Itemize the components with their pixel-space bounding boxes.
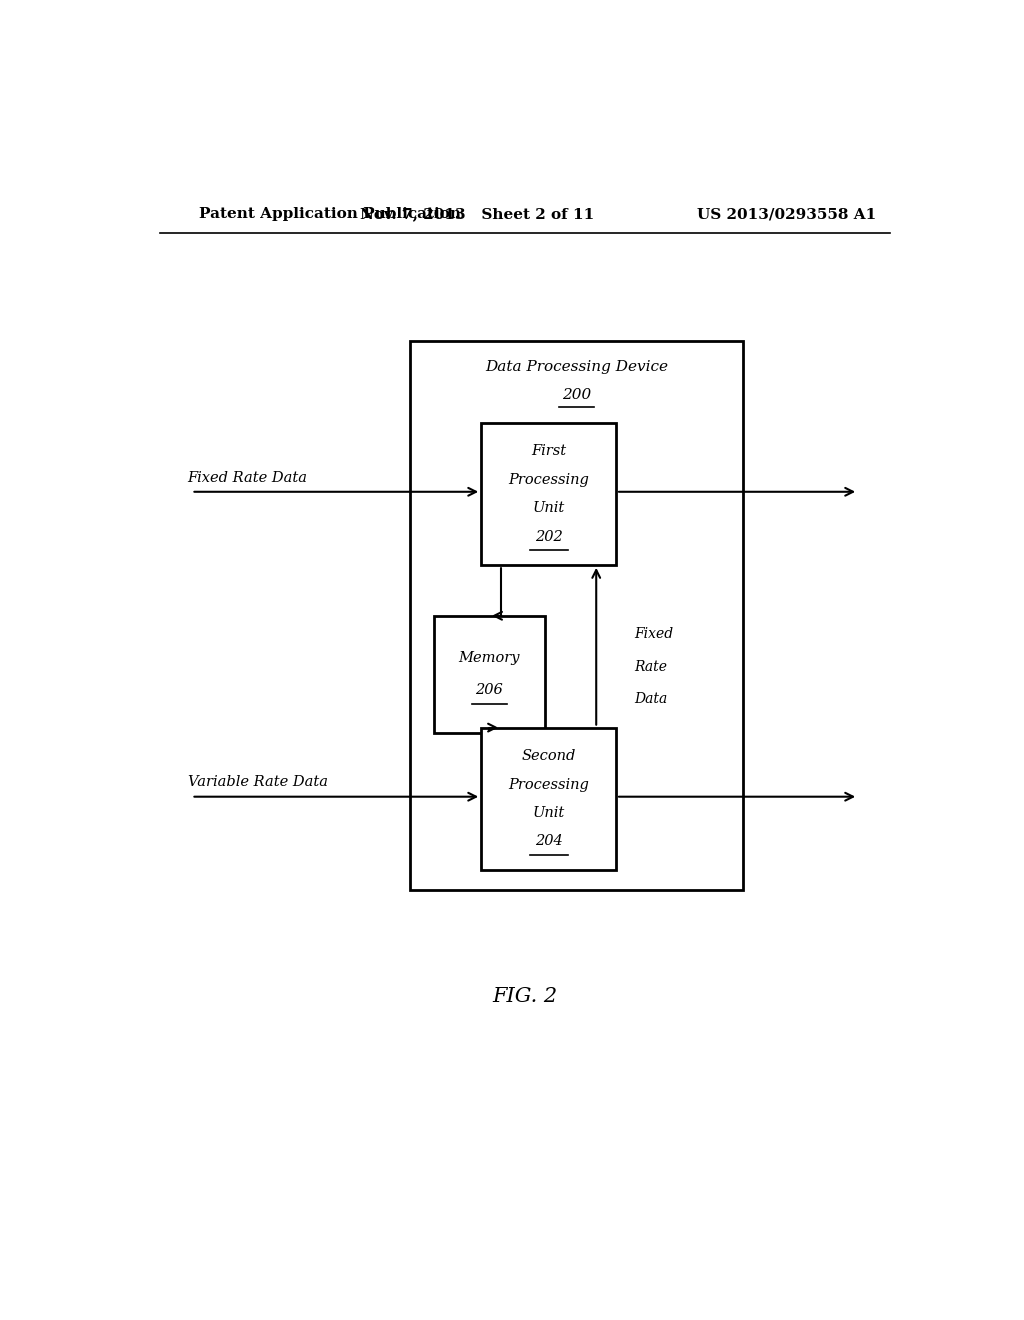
Text: 202: 202 — [535, 529, 562, 544]
Text: Fixed Rate Data: Fixed Rate Data — [187, 470, 307, 484]
Text: Unit: Unit — [532, 807, 564, 820]
Bar — [410, 342, 743, 890]
Bar — [481, 727, 616, 870]
Text: 200: 200 — [562, 388, 591, 403]
Text: Processing: Processing — [508, 777, 589, 792]
Text: Nov. 7, 2013   Sheet 2 of 11: Nov. 7, 2013 Sheet 2 of 11 — [360, 207, 594, 222]
Text: Variable Rate Data: Variable Rate Data — [187, 775, 328, 789]
Text: Data: Data — [634, 692, 668, 706]
Text: Patent Application Publication: Patent Application Publication — [200, 207, 462, 222]
Text: Second: Second — [521, 748, 575, 763]
Text: Processing: Processing — [508, 473, 589, 487]
Text: Memory: Memory — [459, 651, 520, 665]
Text: FIG. 2: FIG. 2 — [493, 987, 557, 1006]
Bar — [433, 615, 545, 733]
Text: Data Processing Device: Data Processing Device — [485, 360, 668, 374]
Bar — [481, 422, 616, 565]
Text: Fixed: Fixed — [634, 627, 674, 642]
Text: First: First — [531, 444, 566, 458]
Text: 206: 206 — [475, 684, 503, 697]
Text: Rate: Rate — [634, 660, 668, 673]
Text: 204: 204 — [535, 834, 562, 849]
Text: US 2013/0293558 A1: US 2013/0293558 A1 — [697, 207, 877, 222]
Text: Unit: Unit — [532, 502, 564, 515]
